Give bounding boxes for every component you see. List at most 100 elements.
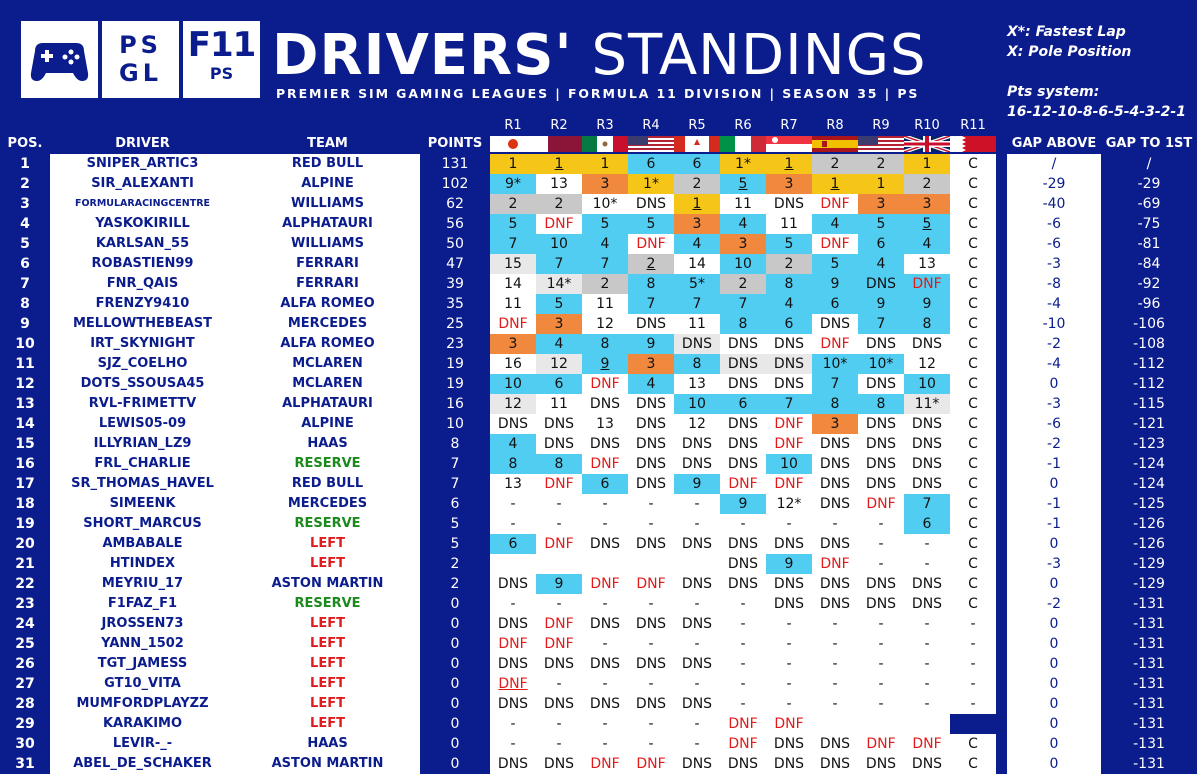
result-cell: 4 — [904, 234, 950, 254]
round-label-r2: R2 — [550, 118, 568, 133]
result-cell: 10 — [720, 254, 766, 274]
driver-name: MEYRIU_17 — [50, 574, 235, 594]
team-name: ALFA ROMEO — [235, 294, 420, 314]
result-cell: - — [674, 514, 720, 534]
result-cell: DNS — [720, 334, 766, 354]
result-cell: DNS — [904, 434, 950, 454]
result-cell: 9 — [858, 294, 904, 314]
result-cell: DNS — [582, 534, 628, 554]
result-cell: 7 — [766, 394, 812, 414]
result-cell: DNF — [582, 454, 628, 474]
result-cell: - — [536, 494, 582, 514]
position-cell: 10 — [15, 336, 35, 352]
round-label-r1: R1 — [504, 118, 522, 133]
result-cell: DNS — [904, 474, 950, 494]
result-cell: DNS — [674, 454, 720, 474]
result-cell: DNS — [490, 694, 536, 714]
result-cell: 5 — [766, 234, 812, 254]
position-cell: 4 — [20, 216, 30, 232]
result-cell: 12 — [582, 314, 628, 334]
position-cell: 20 — [15, 536, 35, 552]
gap-first-cell: -126 — [1133, 536, 1165, 552]
result-cell: DNS — [720, 374, 766, 394]
result-cell: 6 — [582, 474, 628, 494]
team-name: MCLAREN — [235, 354, 420, 374]
result-cell: C — [950, 354, 996, 374]
result-cell: 2 — [904, 174, 950, 194]
gap-first-cell: -75 — [1137, 216, 1161, 232]
header-gap-first: GAP TO 1ST — [1105, 136, 1193, 151]
driver-name: ROBASTIEN99 — [50, 254, 235, 274]
result-cell: - — [720, 654, 766, 674]
result-cell: DNF — [582, 574, 628, 594]
team-name: LEFT — [235, 714, 420, 734]
gap-above-cell: 0 — [1007, 714, 1101, 734]
result-cell: DNS — [904, 334, 950, 354]
gap-first-cell: -131 — [1133, 596, 1165, 612]
gap-first-cell: -108 — [1133, 336, 1165, 352]
result-cell: DNF — [582, 754, 628, 774]
result-cell: C — [950, 514, 996, 534]
result-cell: C — [950, 274, 996, 294]
result-cell: DNF — [766, 434, 812, 454]
header-pos: POS. — [7, 136, 43, 151]
result-cell: DNS — [490, 654, 536, 674]
result-cell: DNS — [536, 694, 582, 714]
result-cell: 8 — [582, 334, 628, 354]
result-cell: DNF — [766, 474, 812, 494]
position-cell: 3 — [20, 196, 30, 212]
result-cell: DNS — [674, 614, 720, 634]
result-cell: 6 — [674, 154, 720, 174]
points-cell: 5 — [450, 536, 460, 552]
position-cell: 11 — [15, 356, 35, 372]
result-cell: 12 — [536, 354, 582, 374]
result-cell: - — [904, 694, 950, 714]
result-cell: 5 — [582, 214, 628, 234]
result-cell: DNS — [720, 434, 766, 454]
result-cell: - — [628, 594, 674, 614]
result-cell: DNS — [536, 434, 582, 454]
singapore-flag-icon — [766, 136, 812, 152]
team-name: ALPINE — [235, 414, 420, 434]
result-cell: DNF — [490, 634, 536, 654]
result-cell: 9 — [674, 474, 720, 494]
gap-first-cell: / — [1146, 156, 1152, 172]
gap-above-cell: -4 — [1007, 354, 1101, 374]
result-cell: DNS — [582, 614, 628, 634]
result-cell: 8 — [766, 274, 812, 294]
header-driver: DRIVER — [115, 136, 170, 151]
gap-above-cell: -2 — [1007, 594, 1101, 614]
result-cell: - — [950, 694, 996, 714]
result-cell: - — [674, 634, 720, 654]
result-cell: DNF — [858, 494, 904, 514]
result-cell: 9 — [720, 494, 766, 514]
result-cell: C — [950, 754, 996, 774]
result-cell: - — [536, 514, 582, 534]
usa-flag-icon — [858, 136, 904, 152]
position-cell: 14 — [15, 416, 35, 432]
points-cell: 50 — [446, 236, 464, 252]
result-cell: DNF — [536, 214, 582, 234]
result-cell — [628, 554, 674, 574]
driver-name: FNR_QAIS — [50, 274, 235, 294]
result-cell: 2 — [858, 154, 904, 174]
points-cell: 19 — [446, 376, 464, 392]
result-cell: - — [628, 494, 674, 514]
japan-flag-icon — [490, 136, 536, 152]
team-name: ASTON MARTIN — [235, 574, 420, 594]
result-cell: C — [950, 194, 996, 214]
result-cell: DNS — [812, 734, 858, 754]
result-cell: DNS — [720, 414, 766, 434]
result-cell: - — [490, 494, 536, 514]
result-cell: C — [950, 434, 996, 454]
mexico-flag-icon — [582, 136, 628, 152]
result-cell: - — [628, 674, 674, 694]
result-cell: DNF — [720, 474, 766, 494]
gap-first-cell: -125 — [1133, 496, 1165, 512]
team-name: ALPINE — [235, 174, 420, 194]
result-cell: C — [950, 234, 996, 254]
result-cell: 2 — [766, 254, 812, 274]
gap-above-cell: 0 — [1007, 754, 1101, 774]
result-cell: DNS — [628, 614, 674, 634]
result-cell: 1 — [766, 154, 812, 174]
